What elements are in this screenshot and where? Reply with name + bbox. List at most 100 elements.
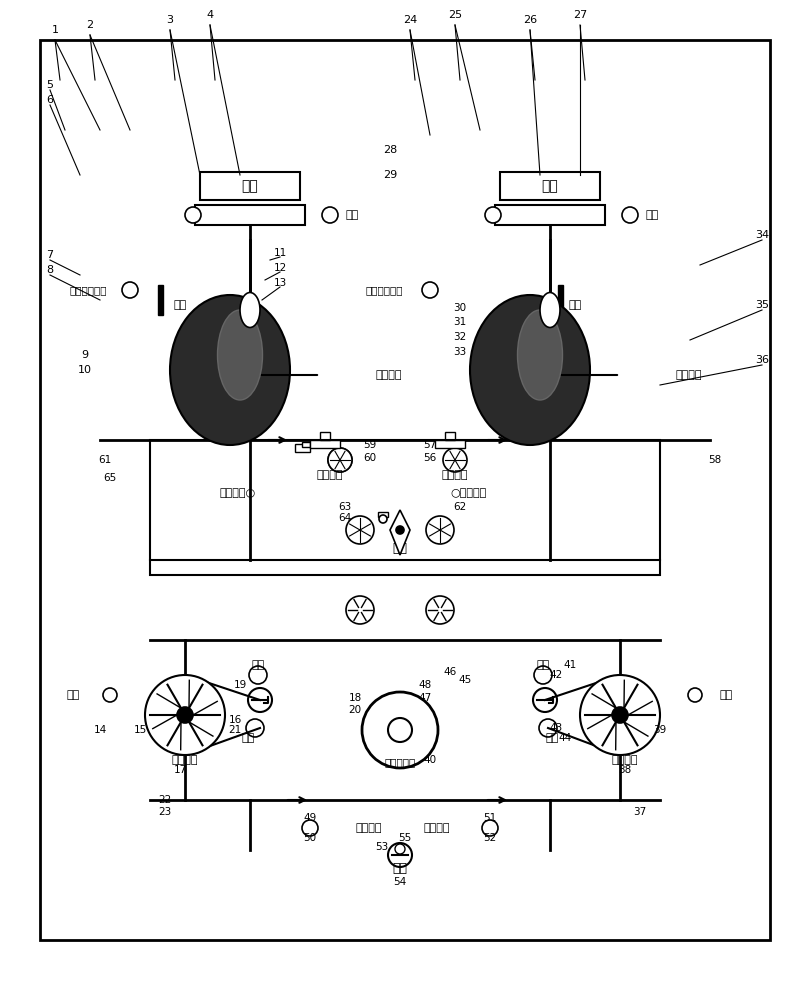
- Ellipse shape: [540, 292, 560, 328]
- Text: 16: 16: [228, 715, 241, 725]
- Circle shape: [302, 820, 318, 836]
- Ellipse shape: [470, 295, 590, 445]
- Text: 31: 31: [454, 317, 467, 327]
- Circle shape: [362, 692, 438, 768]
- Text: 33: 33: [454, 347, 467, 357]
- Text: 48: 48: [419, 680, 432, 690]
- Text: 54: 54: [394, 877, 407, 887]
- Text: 39: 39: [654, 725, 667, 735]
- Text: ○前交供油: ○前交供油: [450, 488, 486, 498]
- Text: 10: 10: [78, 365, 92, 375]
- Circle shape: [145, 675, 225, 755]
- Ellipse shape: [170, 295, 290, 445]
- Text: 前交供油: 前交供油: [441, 470, 468, 480]
- Circle shape: [612, 707, 628, 723]
- Text: 正常: 正常: [173, 300, 186, 310]
- Text: 22: 22: [159, 795, 172, 805]
- Circle shape: [426, 596, 454, 624]
- Text: 27: 27: [573, 10, 587, 20]
- Text: 51: 51: [484, 813, 497, 823]
- Text: 1: 1: [52, 25, 58, 35]
- Bar: [500, 172, 600, 200]
- Circle shape: [185, 207, 201, 223]
- Text: 12: 12: [273, 263, 287, 273]
- Text: 47: 47: [419, 693, 432, 703]
- Ellipse shape: [518, 310, 562, 400]
- Text: 正常: 正常: [569, 300, 582, 310]
- Circle shape: [328, 448, 352, 472]
- Text: 后交供油○: 后交供油○: [220, 488, 256, 498]
- Text: 左供低压告警: 左供低压告警: [70, 285, 108, 295]
- Circle shape: [388, 843, 412, 867]
- Circle shape: [485, 207, 501, 223]
- Text: 左发断油: 左发断油: [375, 370, 402, 380]
- Bar: [200, 172, 300, 200]
- Text: 60: 60: [364, 453, 377, 463]
- Circle shape: [177, 707, 193, 723]
- Bar: [302, 442, 310, 447]
- Bar: [378, 512, 388, 517]
- Text: 4: 4: [207, 10, 214, 20]
- Text: 49: 49: [304, 813, 317, 823]
- Circle shape: [533, 688, 557, 712]
- Bar: [445, 432, 455, 440]
- Bar: [310, 440, 340, 448]
- Circle shape: [443, 448, 467, 472]
- Text: 8: 8: [46, 265, 53, 275]
- Text: 关闭: 关闭: [241, 733, 254, 743]
- Bar: [320, 432, 330, 440]
- Circle shape: [328, 448, 352, 472]
- Text: 18: 18: [348, 693, 361, 703]
- Circle shape: [122, 282, 138, 298]
- Text: 21: 21: [228, 725, 241, 735]
- Circle shape: [249, 666, 267, 684]
- Ellipse shape: [240, 292, 260, 328]
- Text: 右发: 右发: [542, 179, 558, 193]
- Text: 26: 26: [523, 15, 537, 25]
- Text: 14: 14: [93, 725, 107, 735]
- Text: 向后转输: 向后转输: [424, 823, 450, 833]
- Circle shape: [395, 844, 405, 854]
- Text: 后增压泵: 后增压泵: [612, 755, 638, 765]
- Text: 53: 53: [375, 842, 389, 852]
- Text: 57: 57: [424, 440, 437, 450]
- Circle shape: [422, 282, 438, 298]
- Text: 关闭: 关闭: [393, 861, 407, 874]
- Text: 30: 30: [454, 303, 467, 313]
- Text: 38: 38: [618, 765, 632, 775]
- Circle shape: [580, 675, 660, 755]
- Text: 6: 6: [46, 95, 53, 105]
- Circle shape: [246, 719, 264, 737]
- Text: 24: 24: [403, 15, 417, 25]
- Text: 65: 65: [104, 473, 117, 483]
- Text: 28: 28: [383, 145, 397, 155]
- Text: 向前转输: 向前转输: [355, 823, 382, 833]
- Text: 双向输油泵: 双向输油泵: [385, 757, 416, 767]
- Text: 34: 34: [755, 230, 769, 240]
- Circle shape: [103, 688, 117, 702]
- Bar: [435, 440, 465, 448]
- Bar: [558, 285, 563, 315]
- Circle shape: [539, 719, 557, 737]
- Text: 59: 59: [364, 440, 377, 450]
- Circle shape: [379, 515, 387, 523]
- Text: 火警: 火警: [345, 210, 358, 220]
- Circle shape: [534, 666, 552, 684]
- Text: 后交供油: 后交供油: [317, 470, 343, 480]
- Text: 52: 52: [484, 833, 497, 843]
- Polygon shape: [390, 510, 410, 555]
- Text: 19: 19: [233, 680, 246, 690]
- Text: 20: 20: [348, 705, 361, 715]
- Text: 关闭: 关闭: [545, 733, 559, 743]
- Text: 启动: 启动: [251, 660, 265, 670]
- Text: 左发: 左发: [241, 179, 258, 193]
- Text: 42: 42: [549, 670, 563, 680]
- Text: 11: 11: [273, 248, 287, 258]
- Text: 故障: 故障: [66, 690, 80, 700]
- Circle shape: [346, 596, 374, 624]
- Bar: [295, 444, 310, 452]
- Circle shape: [248, 688, 272, 712]
- Text: 3: 3: [167, 15, 173, 25]
- Text: 64: 64: [339, 513, 352, 523]
- Text: 55: 55: [399, 833, 411, 843]
